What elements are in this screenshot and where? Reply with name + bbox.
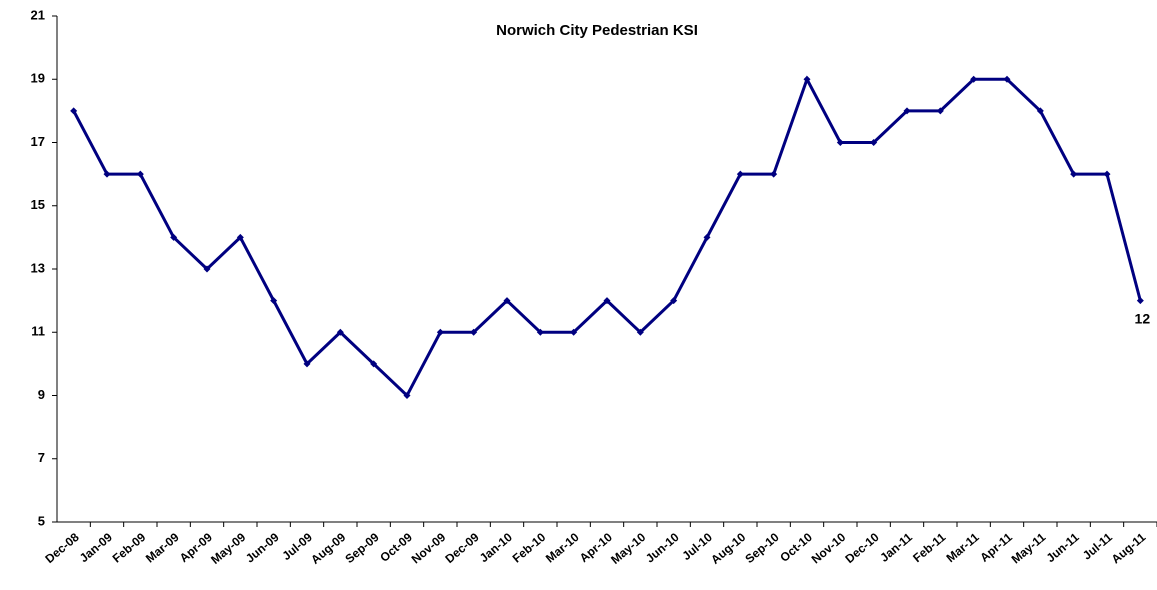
point [803,75,811,83]
x-tick-label: Feb-11 [910,530,948,565]
data-label: 12 [1135,310,1151,326]
point [370,360,378,368]
point [336,328,344,336]
x-tick-label: Nov-09 [409,530,449,567]
x-tick-label: Apr-11 [977,530,1015,565]
x-tick-label: Apr-09 [177,530,215,565]
point [270,297,278,305]
point [770,170,778,178]
point [303,360,311,368]
point [903,107,911,115]
point [70,107,78,115]
y-tick-label: 5 [38,513,45,528]
x-tick-label: Dec-09 [442,530,481,566]
x-tick-label: Jun-10 [643,530,682,566]
x-tick-label: Mar-09 [143,530,182,566]
point [1003,75,1011,83]
point [136,170,144,178]
x-tick-label: Jan-10 [477,530,515,565]
point [570,328,578,336]
x-tick-label: Jun-11 [1044,530,1082,565]
line [72,75,1142,398]
chart-title: Norwich City Pedestrian KSI [496,22,698,39]
point [1103,170,1111,178]
y-tick-label: 7 [38,450,45,465]
y-tick-label: 11 [31,324,45,339]
y-tick-label: 13 [31,260,45,275]
point [403,392,411,399]
y-tick-label: 21 [31,7,45,22]
point [970,75,978,83]
point [703,233,711,241]
x-tick-label: May-11 [1009,530,1049,567]
x-tick-label: Dec-10 [842,530,881,566]
point [436,328,444,336]
y-tick-label: 9 [38,387,45,402]
point [236,233,244,241]
x-tick-label: Feb-10 [510,530,549,566]
point [1036,107,1044,115]
point [536,328,544,336]
x-tick-label: Oct-09 [377,530,415,565]
x-tick-label: Oct-10 [777,530,815,565]
x-tick-label: Jan-11 [877,530,915,565]
x-tick-label: Aug-09 [308,530,348,567]
point [603,297,611,305]
y-tick-label: 17 [31,134,45,149]
x-tick-label: Aug-10 [708,530,748,567]
point [503,297,511,305]
x-tick-label: Sep-10 [742,530,781,566]
point [870,139,878,146]
point [470,328,478,336]
x-tick-label: Aug-11 [1109,530,1149,567]
x-tick-label: Sep-09 [342,530,381,566]
point [1070,170,1078,178]
x-tick-label: Dec-08 [42,530,81,566]
x-tick-label: Apr-10 [577,530,615,565]
point [636,328,644,336]
point [1136,297,1144,305]
x-tick-label: Mar-10 [543,530,582,566]
x-tick-label: May-09 [208,530,248,567]
point [836,139,844,146]
point [203,265,211,273]
point [736,170,744,178]
x-tick-label: Feb-09 [110,530,149,566]
point [170,233,178,241]
x-tick-label: May-10 [608,530,648,567]
y-tick-label: 15 [31,197,45,212]
point [670,297,678,305]
x-tick-label: Mar-11 [944,530,982,565]
x-tick-label: Nov-10 [809,530,849,567]
y-tick-label: 19 [31,71,45,86]
point [103,170,111,178]
x-tick-label: Jun-09 [243,530,282,566]
point [936,107,944,115]
x-tick-label: Jan-09 [77,530,115,565]
